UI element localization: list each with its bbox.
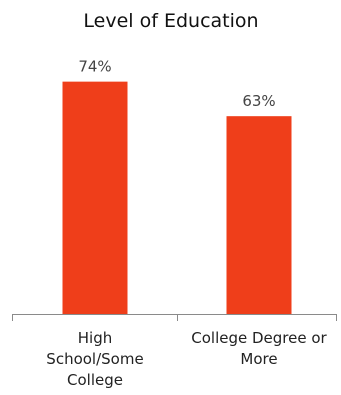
x-tick-label-line: School/Some <box>46 350 143 368</box>
x-tick-label-2: College Degree or More <box>191 329 327 368</box>
x-tick-label-line: College <box>67 371 123 389</box>
bars-group <box>62 81 292 315</box>
x-tick-label-line: College Degree or <box>191 329 327 347</box>
chart-title: Level of Education <box>83 10 258 32</box>
bar-1 <box>62 81 128 314</box>
x-tick-label-line: High <box>78 329 112 347</box>
data-labels-group: 74% 63% <box>78 58 275 111</box>
x-tick-label-line: More <box>240 350 277 368</box>
data-label-1: 74% <box>78 58 111 76</box>
data-label-2: 63% <box>242 92 275 110</box>
x-axis <box>12 314 337 321</box>
x-tick-labels-group: High School/Some College College Degree or M… <box>46 329 327 389</box>
x-tick-label-1: High School/Some College <box>46 329 143 389</box>
bar-2 <box>226 116 292 315</box>
